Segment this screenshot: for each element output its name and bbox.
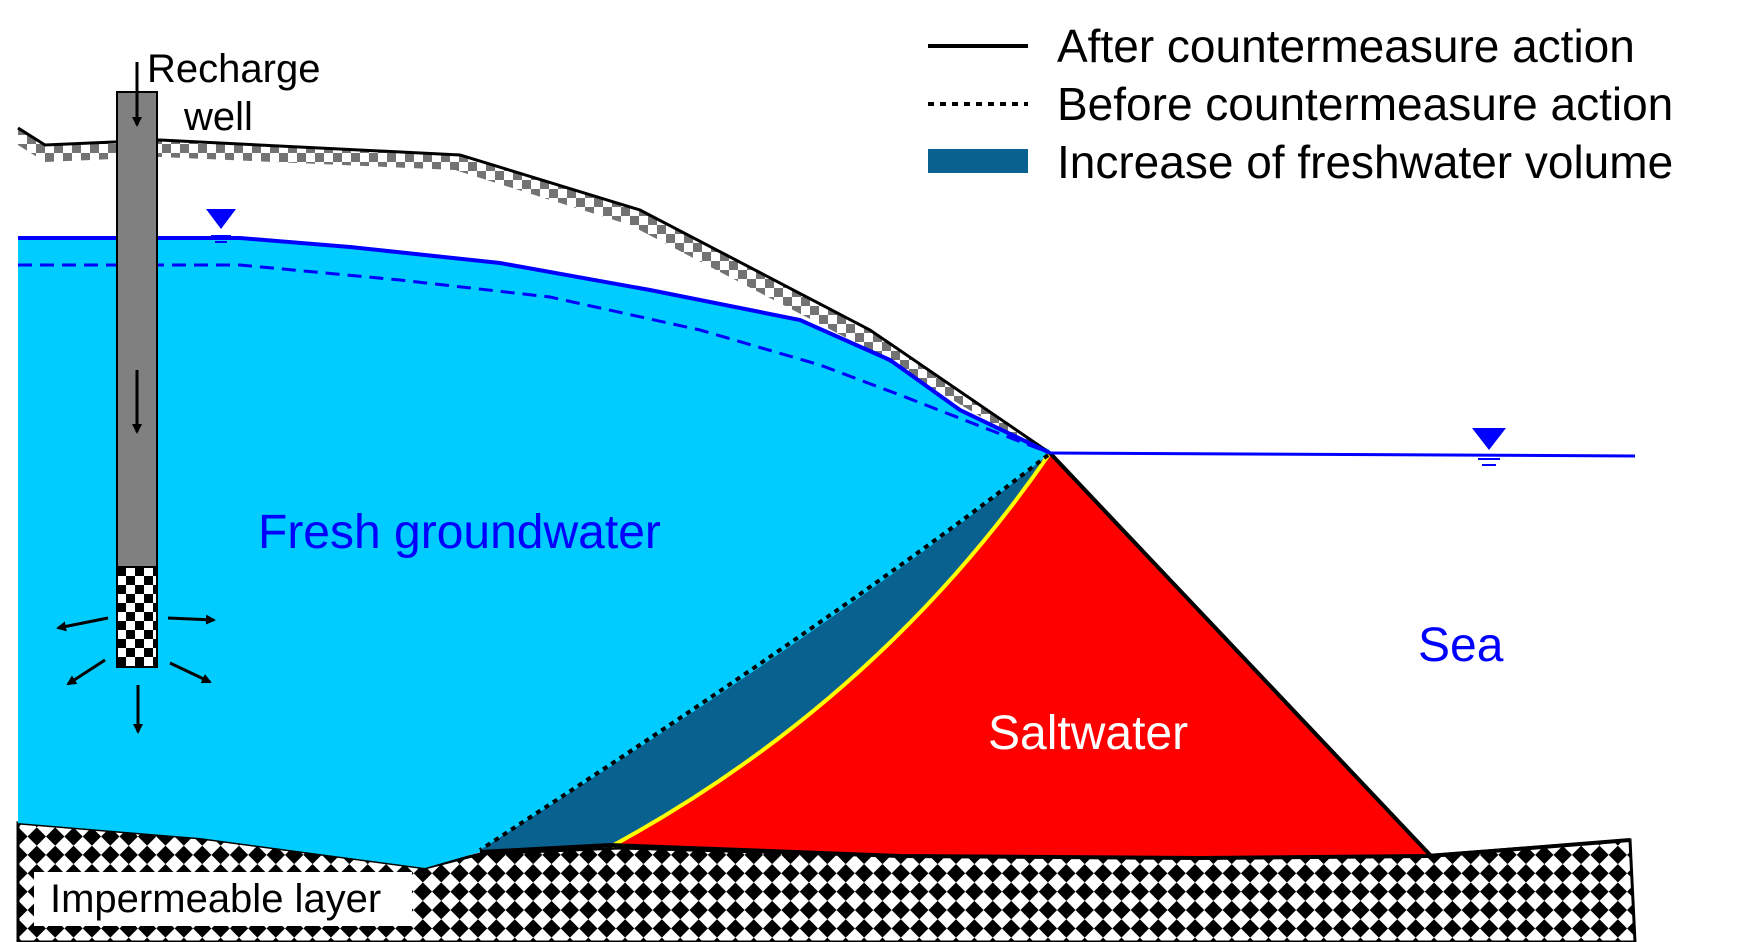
saltwater-label: Saltwater bbox=[988, 707, 1188, 760]
fresh-groundwater-label: Fresh groundwater bbox=[258, 506, 661, 559]
outflow-arrow-lower-left bbox=[66, 658, 106, 686]
legend-symbol-increase bbox=[928, 149, 1028, 173]
water-table-after bbox=[18, 236, 1051, 455]
seaward-boundary-line bbox=[1048, 451, 1434, 859]
interface-after-line bbox=[611, 451, 1052, 848]
saltwater-region bbox=[612, 453, 1430, 858]
well-casing bbox=[116, 91, 158, 570]
recharge-well bbox=[56, 62, 216, 734]
interface-before-line bbox=[478, 453, 1050, 852]
legend-label-increase: Increase of freshwater volume bbox=[1057, 136, 1673, 188]
water-table-before bbox=[18, 263, 1051, 455]
well-screen bbox=[116, 566, 158, 668]
legend-label-before: Before countermeasure action bbox=[1057, 78, 1673, 130]
land-surface-hatch bbox=[18, 128, 1050, 453]
land-surface-line bbox=[17, 126, 1051, 455]
recharge-well-label-line1: Recharge bbox=[147, 47, 320, 91]
outflow-arrow-lower-right bbox=[169, 661, 212, 684]
sea-label: Sea bbox=[1418, 619, 1504, 672]
sea-floor-line bbox=[479, 838, 1631, 861]
water-level-symbol-sea bbox=[1472, 428, 1506, 466]
legend-label-after: After countermeasure action bbox=[1057, 20, 1635, 72]
legend: After countermeasure action Before count… bbox=[928, 20, 1673, 188]
outflow-arrow-right bbox=[167, 614, 216, 625]
impermeable-label-bg bbox=[34, 872, 412, 926]
impermeable-layer-label: Impermeable layer bbox=[50, 877, 381, 921]
sea-level-line bbox=[1049, 451, 1636, 458]
water-level-symbol-land bbox=[206, 209, 236, 243]
recharge-well-label-line2: well bbox=[183, 95, 253, 139]
outflow-arrow-left bbox=[56, 616, 109, 632]
